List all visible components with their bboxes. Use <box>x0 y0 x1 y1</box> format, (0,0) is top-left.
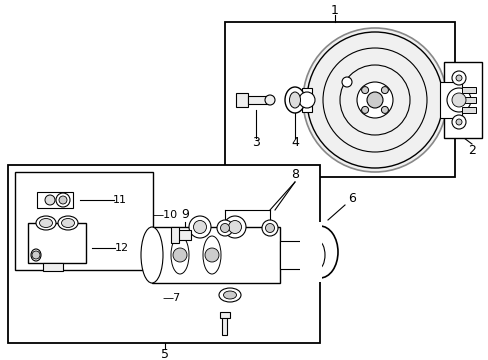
Ellipse shape <box>45 195 55 205</box>
Ellipse shape <box>219 288 241 302</box>
Ellipse shape <box>31 249 41 261</box>
Bar <box>443 62 481 138</box>
Bar <box>247 96 269 104</box>
Ellipse shape <box>224 216 245 238</box>
Ellipse shape <box>40 219 52 228</box>
Circle shape <box>303 28 446 172</box>
Bar <box>28 223 86 263</box>
Circle shape <box>32 251 40 259</box>
Text: 3: 3 <box>251 136 260 149</box>
Circle shape <box>361 107 368 113</box>
Circle shape <box>446 88 470 112</box>
Text: 8: 8 <box>290 168 298 181</box>
Ellipse shape <box>217 220 232 236</box>
Circle shape <box>451 71 465 85</box>
Circle shape <box>451 93 465 107</box>
Bar <box>280 241 317 269</box>
Bar <box>461 97 475 103</box>
Bar <box>439 82 461 118</box>
Ellipse shape <box>58 216 78 230</box>
Bar <box>177 230 191 240</box>
Text: —10: —10 <box>152 210 177 220</box>
Circle shape <box>455 119 461 125</box>
Text: 2: 2 <box>467 144 475 157</box>
Circle shape <box>173 248 186 262</box>
Ellipse shape <box>36 216 56 230</box>
Ellipse shape <box>141 227 163 283</box>
Ellipse shape <box>56 193 70 207</box>
Ellipse shape <box>262 220 278 236</box>
Ellipse shape <box>171 236 189 274</box>
Circle shape <box>341 77 351 87</box>
Ellipse shape <box>193 220 206 234</box>
Ellipse shape <box>223 291 236 299</box>
Text: 11: 11 <box>113 195 127 205</box>
Ellipse shape <box>228 220 241 234</box>
Circle shape <box>366 92 382 108</box>
Bar <box>15 172 153 270</box>
Ellipse shape <box>189 216 210 238</box>
Ellipse shape <box>203 236 221 274</box>
Circle shape <box>451 115 465 129</box>
Ellipse shape <box>310 241 325 269</box>
Bar <box>43 263 63 271</box>
Bar <box>171 227 179 243</box>
Text: 5: 5 <box>161 348 169 360</box>
Bar <box>8 165 319 343</box>
Bar <box>461 87 475 93</box>
Circle shape <box>381 107 387 113</box>
Bar <box>236 93 247 107</box>
Circle shape <box>298 92 314 108</box>
Circle shape <box>356 82 392 118</box>
Bar <box>461 107 475 113</box>
Text: 1: 1 <box>330 4 338 17</box>
Bar <box>220 312 229 318</box>
Ellipse shape <box>285 87 305 113</box>
Ellipse shape <box>220 224 229 233</box>
Text: 6: 6 <box>347 192 355 204</box>
Bar <box>302 88 311 112</box>
Ellipse shape <box>289 92 300 108</box>
Ellipse shape <box>265 224 274 233</box>
Text: 9: 9 <box>181 208 188 221</box>
Circle shape <box>361 87 368 94</box>
Circle shape <box>204 248 219 262</box>
Text: 12: 12 <box>115 243 129 253</box>
Circle shape <box>264 95 274 105</box>
Text: 4: 4 <box>290 136 298 149</box>
Text: —7: —7 <box>162 293 180 303</box>
Ellipse shape <box>61 219 74 228</box>
Bar <box>224 22 454 177</box>
Bar <box>152 227 280 283</box>
Bar <box>299 222 321 282</box>
Bar <box>37 192 73 208</box>
Circle shape <box>381 87 387 94</box>
Circle shape <box>455 75 461 81</box>
Ellipse shape <box>59 196 67 204</box>
Bar <box>222 317 226 335</box>
